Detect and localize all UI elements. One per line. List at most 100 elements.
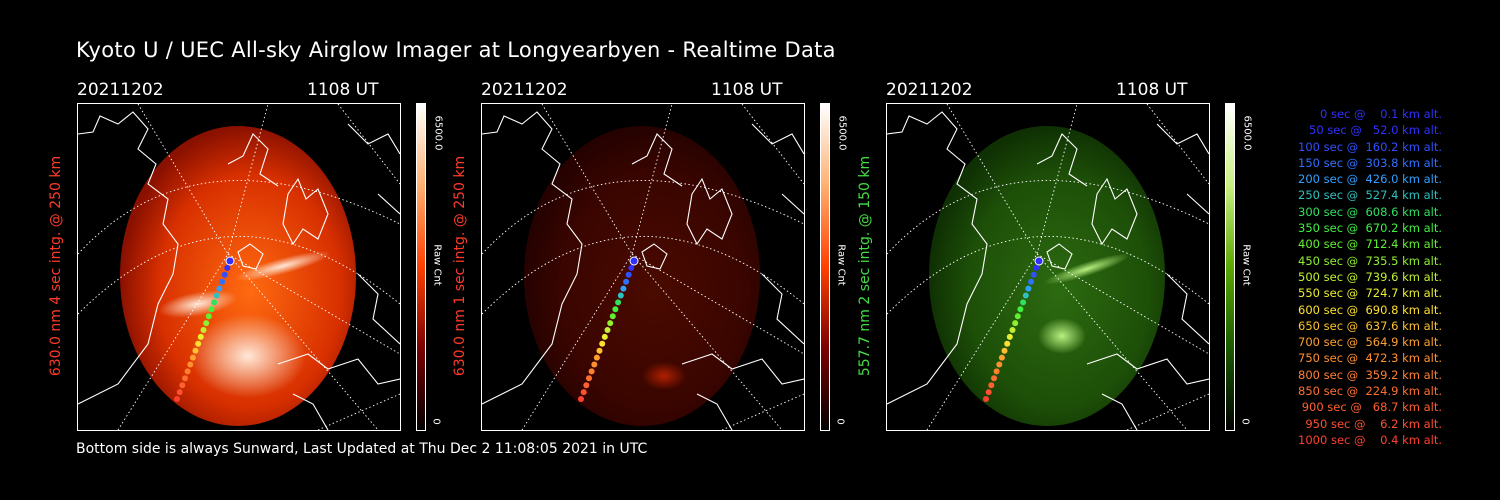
trajectory-point [628, 264, 635, 271]
legend-row: 800 sec @ 359.2 km alt. [1298, 367, 1442, 382]
coastline [887, 111, 1209, 430]
trajectory-point [219, 278, 226, 285]
trajectory-point [208, 306, 215, 313]
trajectory-point [1028, 278, 1035, 285]
trajectory [578, 256, 639, 402]
trajectory-point [1009, 327, 1016, 333]
trajectory [983, 256, 1044, 402]
trajectory-point [211, 299, 218, 306]
trajectory-point [189, 354, 196, 361]
allsky-map [887, 104, 1209, 430]
trajectory-point [1017, 306, 1024, 313]
allsky-map [78, 104, 400, 430]
colorbar [416, 103, 426, 431]
trajectory-point [985, 389, 992, 396]
panel-date: 20211202 [886, 80, 973, 100]
trajectory-point [615, 299, 622, 306]
legend-row: 850 sec @ 224.9 km alt. [1298, 384, 1442, 399]
legend-row: 500 sec @ 739.6 km alt. [1298, 269, 1442, 284]
trajectory-point [1020, 299, 1027, 306]
trajectory-point [213, 292, 220, 299]
graticule [482, 104, 804, 430]
coastline [482, 111, 804, 430]
trajectory-point [205, 313, 212, 320]
colorbar-max-label: 6500.0 [432, 115, 444, 151]
trajectory-point [604, 327, 611, 333]
trajectory-point [1012, 320, 1019, 327]
trajectory-point [620, 285, 627, 292]
allsky-image [886, 103, 1210, 431]
panel-time: 1108 UT [307, 80, 379, 100]
trajectory [174, 256, 235, 402]
legend-row: 750 sec @ 472.3 km alt. [1298, 351, 1442, 366]
trajectory-point [225, 256, 235, 266]
trajectory-point [1025, 285, 1032, 292]
legend-row: 250 sec @ 527.4 km alt. [1298, 188, 1442, 203]
trajectory-point [601, 333, 608, 340]
page-title: Kyoto U / UEC All-sky Airglow Imager at … [76, 38, 836, 62]
legend-row: 650 sec @ 637.6 km alt. [1298, 318, 1442, 333]
trajectory-point [1004, 340, 1011, 347]
panel-side-label: 630.0 nm 4 sec intg. @ 250 km [48, 155, 64, 377]
trajectory-point [588, 368, 595, 375]
legend-row: 600 sec @ 690.8 km alt. [1298, 302, 1442, 317]
trajectory-point [203, 320, 210, 327]
trajectory-point [578, 396, 584, 402]
trajectory-point [1001, 347, 1008, 354]
trajectory-point [1022, 292, 1029, 299]
colorbar-unit-label: Raw Cnt [431, 244, 443, 286]
panel-557nm-2sec: 20211202 1108 UT 557.7 nm 2 sec intg. @ … [857, 80, 1253, 440]
trajectory-point [612, 306, 619, 313]
trajectory-point [629, 256, 639, 266]
allsky-image [481, 103, 805, 431]
panel-date: 20211202 [481, 80, 568, 100]
coastline [78, 111, 400, 430]
colorbar-min-label: 0 [834, 418, 846, 425]
colorbar-min-label: 0 [1239, 418, 1251, 425]
allsky-map [482, 104, 804, 430]
trajectory-point [988, 382, 995, 389]
trajectory-point [1034, 256, 1044, 266]
allsky-image [77, 103, 401, 431]
legend-row: 50 sec @ 52.0 km alt. [1309, 123, 1442, 138]
panel-side-label: 630.0 nm 1 sec intg. @ 250 km [452, 155, 468, 377]
trajectory-point [993, 368, 1000, 375]
trajectory-point [583, 382, 590, 389]
legend-row: 350 sec @ 670.2 km alt. [1298, 221, 1442, 236]
colorbar-unit-label: Raw Cnt [1240, 244, 1252, 286]
trajectory-point [216, 285, 223, 292]
trajectory-point [983, 396, 989, 402]
legend-row: 200 sec @ 426.0 km alt. [1298, 172, 1442, 187]
trajectory-point [599, 340, 606, 347]
legend-row: 1000 sec @ 0.4 km alt. [1298, 432, 1442, 447]
sky-disk [929, 126, 1165, 426]
trajectory-point [1033, 264, 1040, 271]
panel-date: 20211202 [77, 80, 164, 100]
trajectory-point [187, 361, 194, 368]
legend-row: 300 sec @ 608.6 km alt. [1298, 204, 1442, 219]
legend-row: 400 sec @ 712.4 km alt. [1298, 237, 1442, 252]
trajectory-point [596, 347, 603, 354]
trajectory-point [184, 368, 191, 375]
legend-row: 700 sec @ 564.9 km alt. [1298, 335, 1442, 350]
panel-630nm-4sec: 20211202 1108 UT 630.0 nm 4 sec intg. @ … [48, 80, 444, 440]
trajectory-point [197, 333, 204, 340]
legend-row: 550 sec @ 724.7 km alt. [1298, 286, 1442, 301]
trajectory-point [179, 382, 186, 389]
legend-row: 150 sec @ 303.8 km alt. [1298, 155, 1442, 170]
trajectory-point [580, 389, 587, 396]
panel-side-label: 557.7 nm 2 sec intg. @ 150 km [857, 155, 873, 377]
legend-row: 950 sec @ 6.2 km alt. [1305, 416, 1442, 431]
trajectory-point [991, 375, 997, 382]
trajectory-point [1006, 333, 1013, 340]
footer-note: Bottom side is always Sunward, Last Upda… [76, 441, 648, 457]
trajectory-point [1030, 271, 1037, 278]
trajectory-point [176, 389, 183, 396]
trajectory-point [221, 271, 228, 278]
trajectory-point [224, 264, 231, 271]
sky-disk [524, 126, 760, 426]
colorbar-max-label: 6500.0 [1241, 115, 1253, 151]
graticule [887, 104, 1209, 430]
panel-time: 1108 UT [1116, 80, 1188, 100]
trajectory-point [182, 375, 188, 382]
